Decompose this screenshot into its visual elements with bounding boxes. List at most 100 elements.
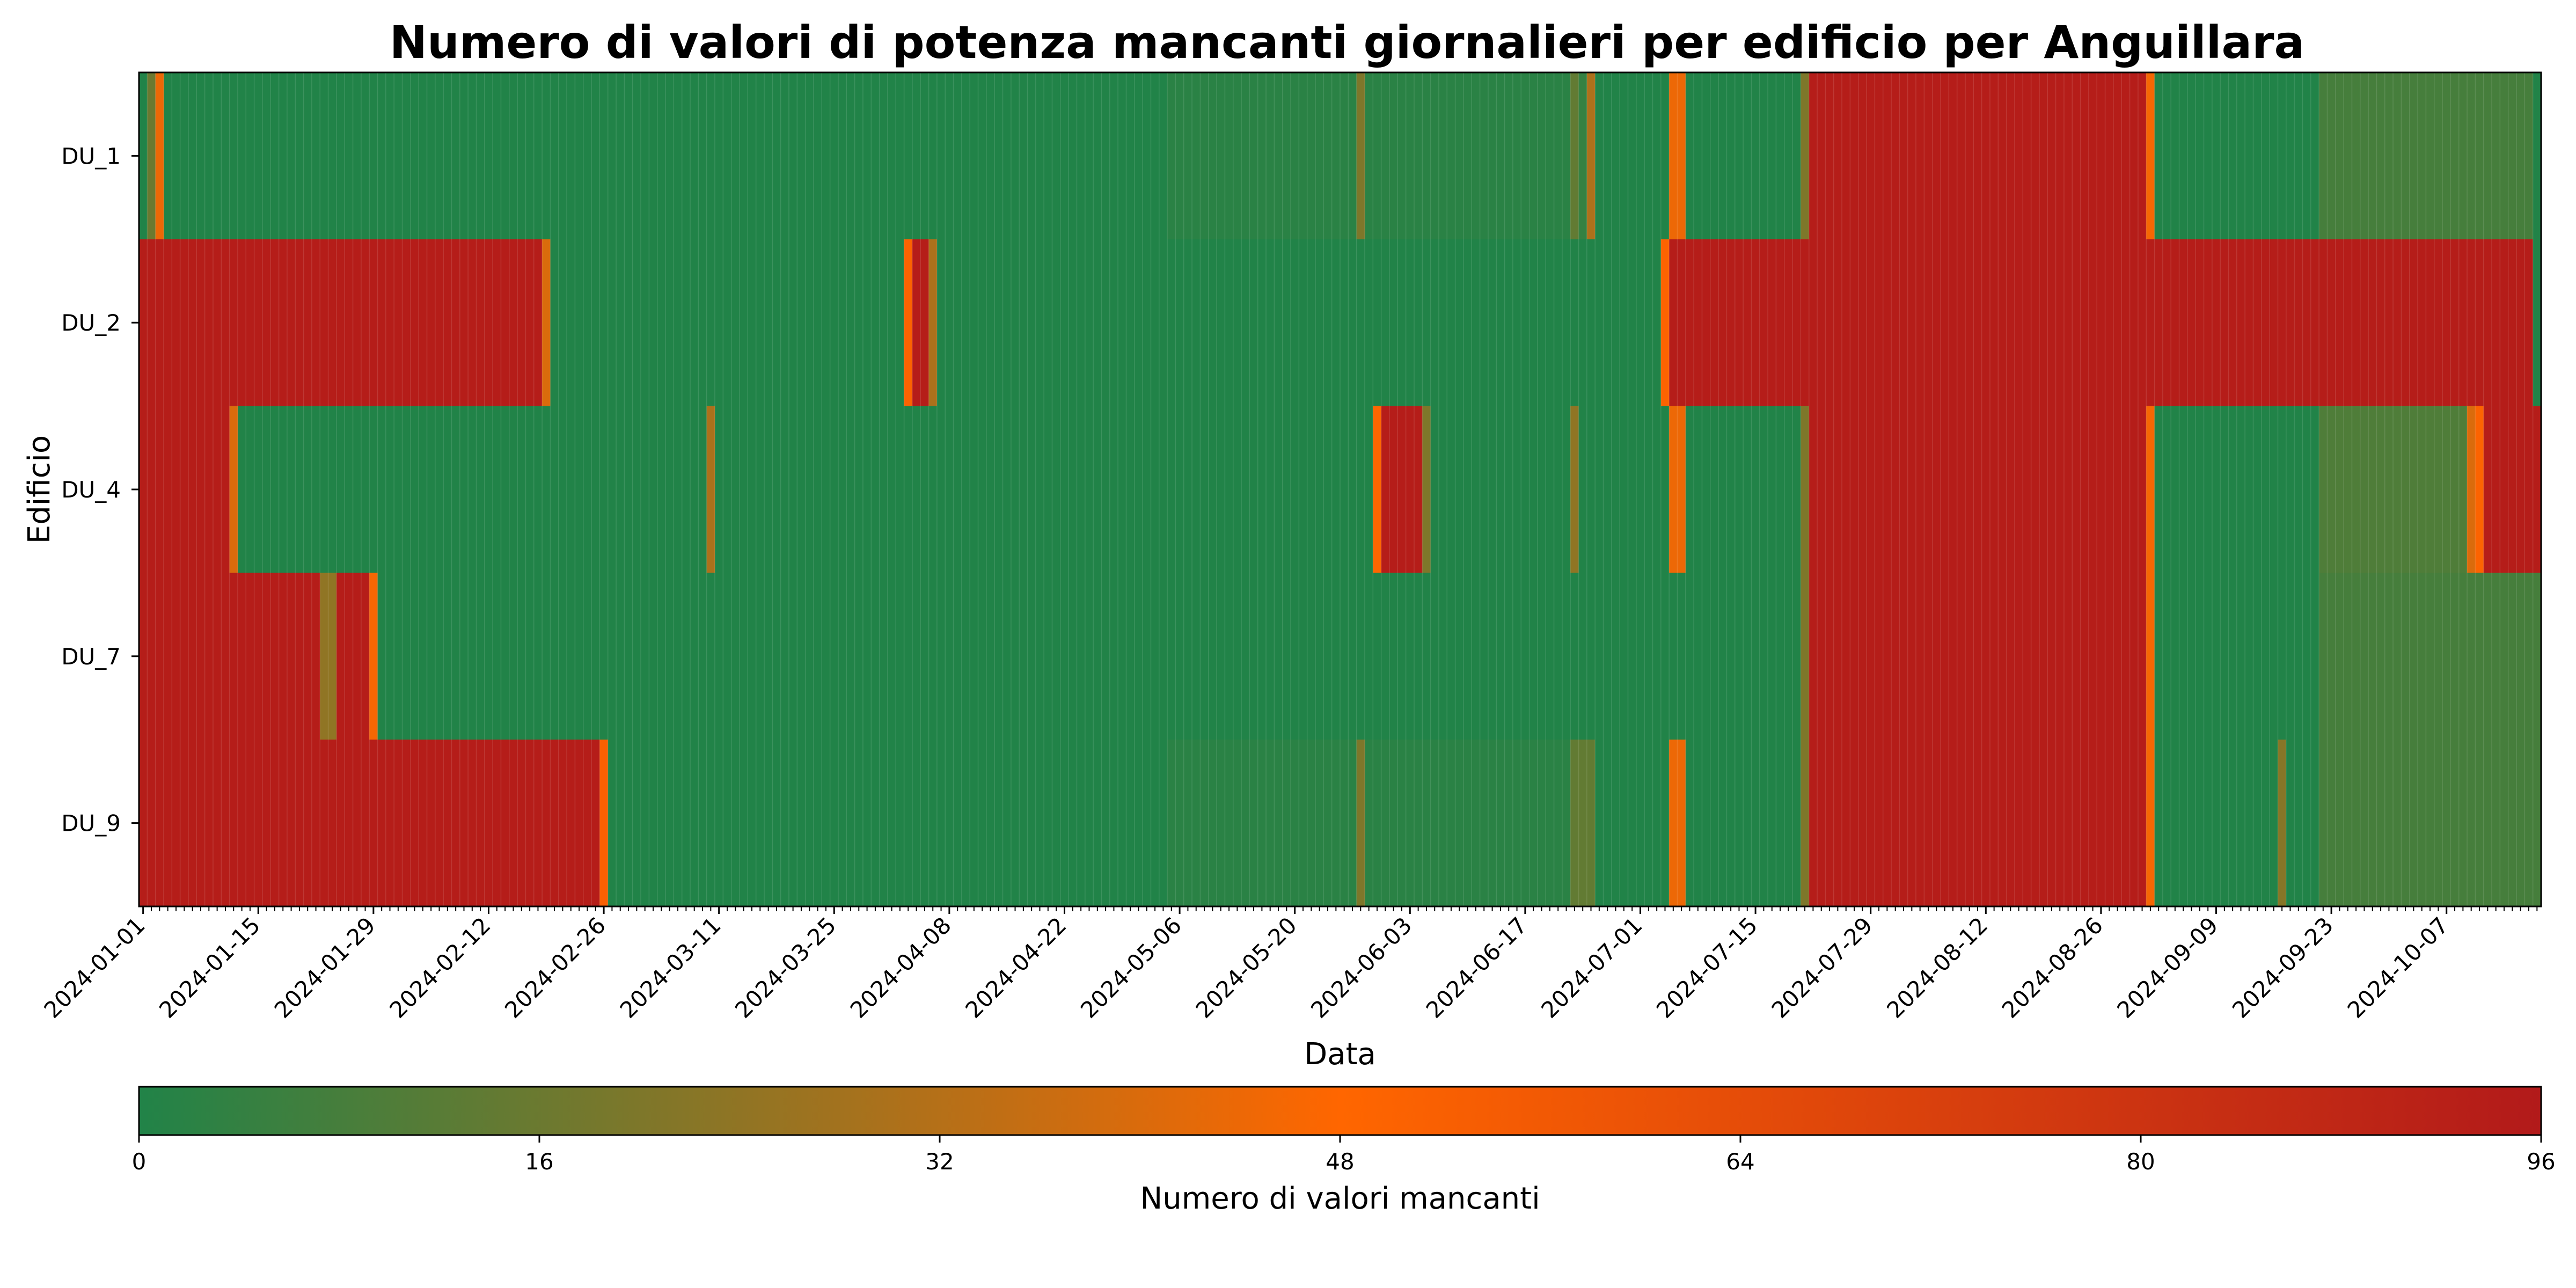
heatmap-cell-du9-10 xyxy=(1801,740,1810,907)
heatmap-cell-du1-5 xyxy=(1356,72,1365,240)
colorbar-tick-label-48: 48 xyxy=(1326,1148,1354,1175)
heatmap-cell-du1-4 xyxy=(1167,72,1357,240)
x-tick-label-2024-02-26: 2024-02-26 xyxy=(500,912,611,1023)
heatmap-cell-du2-3 xyxy=(904,239,913,407)
y-tick-label-du_2: DU_2 xyxy=(61,310,121,336)
x-tick-label-2024-03-25: 2024-03-25 xyxy=(730,912,841,1023)
x-tick-label-2024-04-08: 2024-04-08 xyxy=(845,912,956,1023)
colorbar-tick-label-16: 16 xyxy=(525,1148,553,1175)
colorbar-tick-label-80: 80 xyxy=(2126,1148,2155,1175)
heatmap-cell-du4-15 xyxy=(2146,406,2155,573)
x-axis: 2024-01-01 2024-01-15 2024-01-29 2024-02-12… xyxy=(39,906,2538,1023)
heatmap-cell-du7-8 xyxy=(2154,573,2319,740)
x-tick-label-2024-05-20: 2024-05-20 xyxy=(1191,912,1302,1023)
heatmap-cell-du2-6 xyxy=(936,239,1662,407)
heatmap-cell-du7-4 xyxy=(377,573,1802,740)
heatmap-cell-du1-9 xyxy=(1586,72,1596,240)
heatmap-cell-du9-16 xyxy=(2319,740,2542,907)
heatmap-cells xyxy=(139,72,2542,907)
heatmap-cell-du2-8 xyxy=(1669,239,2534,407)
colorbar-label: Numero di valori mancanti xyxy=(1140,1181,1540,1216)
heatmap-cell-du1-13 xyxy=(1801,72,1810,240)
colorbar-tick-label-64: 64 xyxy=(1726,1148,1754,1175)
heatmap-cell-du1-16 xyxy=(2154,72,2319,240)
heatmap-cell-du9-12 xyxy=(2146,740,2155,907)
heatmap-cell-du4-0 xyxy=(139,406,230,573)
colorbar: 0 16 32 48 64 80 96 Numero di valori mancanti xyxy=(132,1086,2556,1216)
colorbar-tick-label-0: 0 xyxy=(132,1148,147,1175)
x-tick-label-2024-06-03: 2024-06-03 xyxy=(1306,912,1417,1023)
heatmap-cell-du9-3 xyxy=(1167,740,1357,907)
heatmap-cell-du1-6 xyxy=(1364,72,1571,240)
chart-title: Numero di valori di potenza mancanti gio… xyxy=(390,16,2304,69)
heatmap-cell-du1-11 xyxy=(1669,72,1686,240)
heatmap-cell-du9-11 xyxy=(1809,740,2147,907)
y-axis: DU_1 DU_2 DU_4 DU_7 DU_9 xyxy=(61,143,139,837)
heatmap-cell-du4-7 xyxy=(1422,406,1431,573)
heatmap-cell-du1-0 xyxy=(139,72,148,240)
x-tick-label-2024-06-17: 2024-06-17 xyxy=(1421,912,1532,1023)
heatmap-cell-du7-5 xyxy=(1801,573,1810,740)
heatmap-cell-du2-9 xyxy=(2533,239,2542,407)
heatmap-cell-du9-4 xyxy=(1356,740,1365,907)
heatmap-cell-du4-19 xyxy=(2475,406,2484,573)
heatmap-cell-du4-18 xyxy=(2467,406,2476,573)
heatmap-cell-du2-5 xyxy=(928,239,938,407)
y-tick-label-du_7: DU_7 xyxy=(61,643,121,670)
x-tick-label-2024-04-22: 2024-04-22 xyxy=(960,912,1071,1023)
y-axis-label: Edificio xyxy=(22,435,57,544)
heatmap-cell-du7-2 xyxy=(336,573,370,740)
heatmap-cell-du4-9 xyxy=(1570,406,1579,573)
heatmap-cell-du4-17 xyxy=(2319,406,2468,573)
heatmap-cell-du1-7 xyxy=(1570,72,1579,240)
y-tick-label-du_9: DU_9 xyxy=(61,810,121,837)
heatmap-cell-du9-1 xyxy=(599,740,609,907)
heatmap-cell-du9-7 xyxy=(1595,740,1670,907)
heatmap-cell-du4-8 xyxy=(1430,406,1571,573)
x-tick-label-2024-02-12: 2024-02-12 xyxy=(384,912,495,1023)
x-tick-label-2024-08-12: 2024-08-12 xyxy=(1882,912,1993,1023)
day-separator-lines xyxy=(147,72,2534,906)
heatmap-cell-du2-1 xyxy=(542,239,551,407)
heatmap-cell-du4-20 xyxy=(2483,406,2542,573)
heatmap-cell-du4-2 xyxy=(237,406,707,573)
heatmap-cell-du1-18 xyxy=(2533,72,2542,240)
colorbar-gradient xyxy=(138,1086,2542,1136)
x-tick-label-2024-01-15: 2024-01-15 xyxy=(154,912,265,1023)
heatmap-cell-du1-8 xyxy=(1578,72,1587,240)
heatmap-cell-du1-3 xyxy=(163,72,1168,240)
heatmap-cell-du7-0 xyxy=(139,573,320,740)
y-tick-label-du_4: DU_4 xyxy=(61,477,121,503)
heatmap-cell-du9-15 xyxy=(2286,740,2319,907)
colorbar-tick-label-96: 96 xyxy=(2527,1148,2555,1175)
x-tick-label-2024-09-09: 2024-09-09 xyxy=(2112,912,2223,1023)
heatmap-cell-du4-11 xyxy=(1669,406,1686,573)
heatmap-cell-du4-6 xyxy=(1381,406,1423,573)
heatmap-cell-du9-13 xyxy=(2154,740,2279,907)
heatmap-cell-du7-3 xyxy=(369,573,378,740)
heatmap-cell-du4-4 xyxy=(715,406,1373,573)
heatmap-cell-du9-14 xyxy=(2278,740,2287,907)
x-tick-label-2024-10-07: 2024-10-07 xyxy=(2343,912,2454,1023)
heatmap-cell-du4-12 xyxy=(1685,406,1802,573)
heatmap-cell-du9-0 xyxy=(139,740,601,907)
x-tick-label-2024-09-23: 2024-09-23 xyxy=(2227,912,2338,1023)
heatmap-cell-du1-14 xyxy=(1809,72,2147,240)
colorbar-ticks: 0 16 32 48 64 80 96 xyxy=(132,1135,2556,1175)
x-tick-label-2024-05-06: 2024-05-06 xyxy=(1075,912,1187,1023)
x-tick-label-2024-07-29: 2024-07-29 xyxy=(1767,912,1878,1023)
heatmap-cell-du1-17 xyxy=(2319,72,2534,240)
heatmap-cell-du2-2 xyxy=(550,239,905,407)
x-tick-label-2024-01-01: 2024-01-01 xyxy=(39,912,150,1023)
heatmap-cell-du4-16 xyxy=(2154,406,2319,573)
heatmap-cell-du4-13 xyxy=(1801,406,1810,573)
heatmap-cell-du9-9 xyxy=(1685,740,1802,907)
x-tick-label-2024-07-01: 2024-07-01 xyxy=(1536,912,1647,1023)
heatmap-cell-du2-0 xyxy=(139,239,543,407)
colorbar-tick-label-32: 32 xyxy=(925,1148,954,1175)
x-tick-label-2024-08-26: 2024-08-26 xyxy=(1997,912,2108,1023)
heatmap-cell-du7-1 xyxy=(320,573,337,740)
day-separators xyxy=(147,72,2534,906)
heatmap-cell-du9-5 xyxy=(1364,740,1571,907)
